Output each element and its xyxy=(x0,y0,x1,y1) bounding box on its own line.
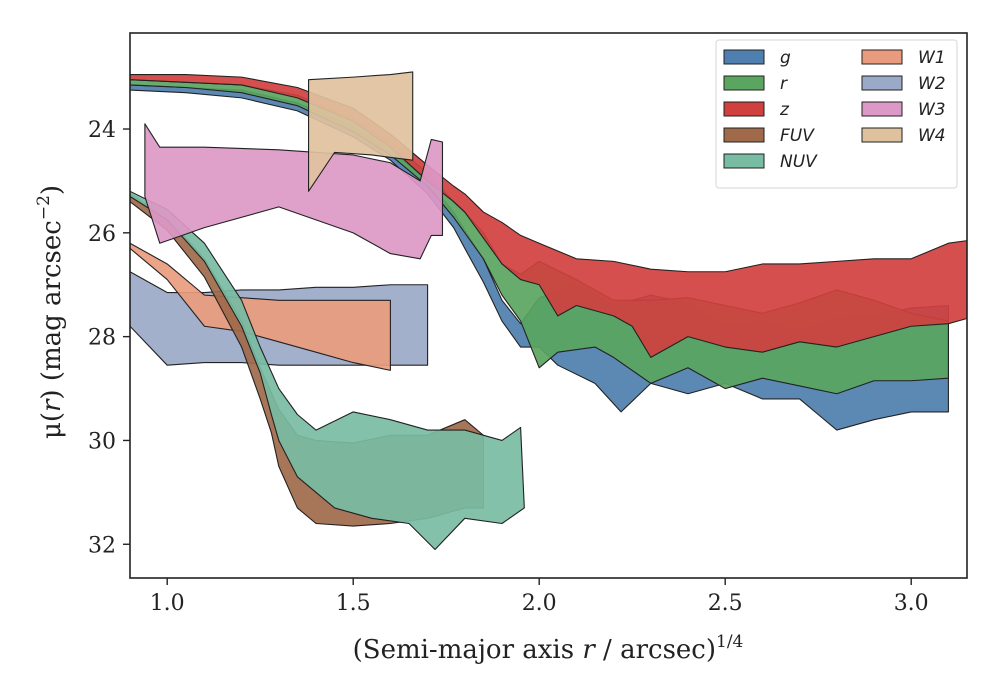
y-axis-label-var: r xyxy=(37,398,67,412)
band-w4 xyxy=(308,71,414,192)
y-axis-label-sup: −2 xyxy=(34,195,54,220)
y-tick-label: 28 xyxy=(88,326,116,351)
legend-label-z: z xyxy=(779,100,790,120)
legend-swatch-w1 xyxy=(861,49,903,65)
legend-swatch-w3 xyxy=(861,101,903,117)
y-tick-label: 32 xyxy=(88,533,116,558)
band-layer xyxy=(130,71,967,551)
legend-label-w1: W1 xyxy=(918,48,946,68)
legend-swatch-w4 xyxy=(861,127,903,143)
x-axis-label: (Semi-major axis r / arcsec)1/4 xyxy=(353,632,744,665)
y-tick-label: 24 xyxy=(88,118,116,143)
x-tick-label: 1.0 xyxy=(150,591,185,616)
x-axis-label-main: (Semi-major axis xyxy=(353,635,583,665)
x-tick-label: 3.0 xyxy=(894,591,929,616)
legend-label-w3: W3 xyxy=(918,100,946,120)
legend-swatch-z xyxy=(723,101,765,117)
y-axis-label-main: μ( xyxy=(37,412,67,439)
band-nuv xyxy=(130,190,525,551)
legend-label-nuv: NUV xyxy=(780,152,818,172)
band-z xyxy=(130,73,967,358)
x-axis-label-mid: / arcsec) xyxy=(595,635,716,665)
y-axis-label-end: ) xyxy=(37,185,67,195)
legend-swatch-w2 xyxy=(861,75,903,91)
x-tick-label: 1.5 xyxy=(336,591,371,616)
x-axis-label-var: r xyxy=(582,635,596,665)
y-axis-label-mid: ) (mag arcsec xyxy=(37,220,67,399)
legend-label-w4: W4 xyxy=(918,126,946,146)
x-axis-label-sup: 1/4 xyxy=(716,632,743,652)
y-axis-label: μ(r) (mag arcsec−2) xyxy=(34,185,67,439)
legend-swatch-nuv xyxy=(723,153,765,169)
legend-swatch-fuv xyxy=(723,127,765,143)
legend-label-r: r xyxy=(780,74,788,94)
y-axis-ticks: 24 26 28 30 32 xyxy=(88,118,130,558)
x-tick-label: 2.5 xyxy=(708,591,743,616)
y-tick-label: 26 xyxy=(88,222,116,247)
legend-label-fuv: FUV xyxy=(780,126,815,146)
legend-swatch-g xyxy=(723,49,765,65)
legend-swatch-r xyxy=(723,75,765,91)
band-w3 xyxy=(144,123,444,260)
legend-label-g: g xyxy=(780,48,791,68)
x-tick-label: 2.0 xyxy=(522,591,557,616)
y-tick-label: 30 xyxy=(88,429,116,454)
x-axis-ticks: 1.0 1.5 2.0 2.5 3.0 xyxy=(150,578,929,616)
legend-label-w2: W2 xyxy=(918,74,946,94)
legend: grz FUV NUV W1 W2 W3 W4 xyxy=(715,39,958,189)
plot-frame xyxy=(129,32,968,579)
